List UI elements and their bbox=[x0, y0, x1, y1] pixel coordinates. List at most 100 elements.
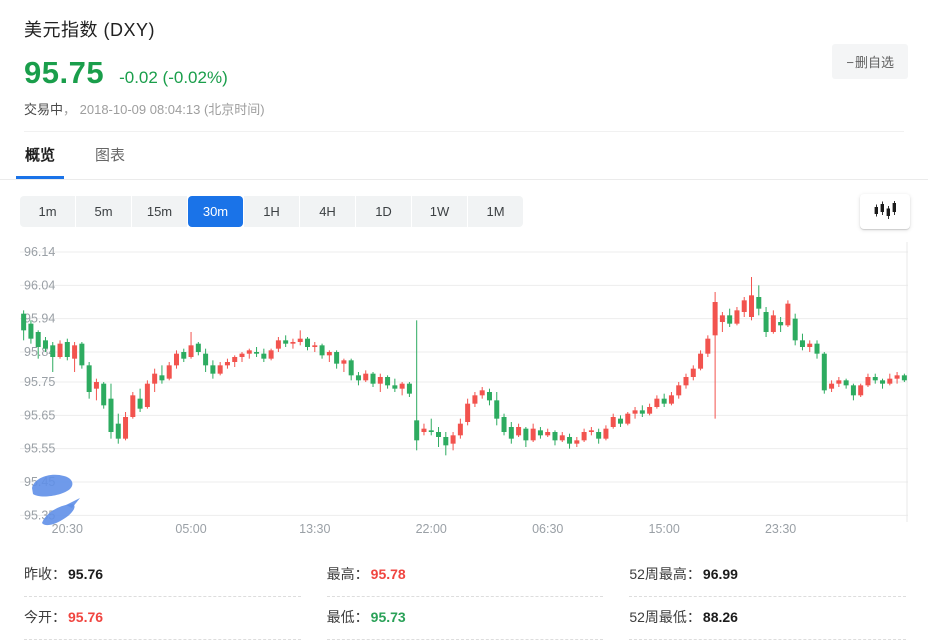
candle-body bbox=[173, 353, 179, 366]
candle-body bbox=[727, 315, 733, 324]
candle-body bbox=[494, 400, 500, 419]
candle-body bbox=[574, 440, 580, 444]
interval-1D[interactable]: 1D bbox=[356, 196, 411, 227]
candle-body bbox=[450, 435, 456, 444]
candle-body bbox=[668, 395, 674, 404]
interval-4H[interactable]: 4H bbox=[300, 196, 355, 227]
candlestick-chart[interactable]: 96.1496.0495.9495.8495.7595.6595.5595.45… bbox=[20, 242, 908, 538]
candle-body bbox=[421, 428, 427, 432]
candle-body bbox=[377, 377, 383, 384]
candle-body bbox=[355, 375, 361, 381]
candle-body bbox=[821, 353, 827, 391]
candle-body bbox=[305, 338, 311, 347]
candle-body bbox=[872, 377, 878, 381]
candle-body bbox=[392, 385, 398, 389]
candle-body bbox=[683, 377, 689, 386]
candle-wick bbox=[95, 378, 97, 401]
candle-body bbox=[690, 368, 696, 377]
candle-body bbox=[275, 340, 281, 349]
candle-wick bbox=[430, 418, 432, 436]
candle-body bbox=[581, 432, 587, 441]
price-row: 95.75 -0.02 (-0.02%) bbox=[24, 55, 904, 91]
candle-body bbox=[254, 352, 260, 354]
x-axis-label: 23:30 bbox=[765, 522, 796, 536]
stat-prev-close: 昨收： 95.76 bbox=[24, 554, 301, 597]
candle-body bbox=[93, 382, 99, 389]
candle-body bbox=[152, 373, 158, 384]
x-axis-label: 15:00 bbox=[649, 522, 680, 536]
candle-body bbox=[501, 417, 507, 432]
candle-wick bbox=[416, 320, 418, 451]
candle-body bbox=[792, 318, 798, 341]
candle-wick bbox=[328, 350, 330, 362]
candle-body bbox=[770, 315, 776, 332]
chart-toolbar: 1m 5m 15m 30m 1H 4H 1D 1W 1M bbox=[20, 194, 910, 229]
blue-scribble-annotation bbox=[42, 504, 75, 526]
interval-1H[interactable]: 1H bbox=[244, 196, 299, 227]
stat-day-low: 最低： 95.73 bbox=[326, 597, 604, 640]
candle-body bbox=[35, 332, 41, 347]
candle-body bbox=[880, 380, 886, 384]
candle-body bbox=[28, 323, 34, 339]
candle-body bbox=[414, 420, 420, 441]
candle-body bbox=[457, 423, 463, 436]
interval-1W[interactable]: 1W bbox=[412, 196, 467, 227]
tab-bar: 概览 图表 bbox=[0, 132, 928, 180]
candle-body bbox=[166, 365, 172, 379]
candle-body bbox=[647, 407, 653, 414]
header-divider bbox=[24, 131, 904, 132]
candle-body bbox=[698, 353, 704, 369]
candlestick-chart-icon bbox=[872, 200, 898, 223]
candle-body bbox=[610, 417, 616, 427]
candle-body bbox=[188, 345, 194, 357]
interval-1m[interactable]: 1m bbox=[20, 196, 75, 227]
candle-body bbox=[829, 383, 835, 389]
candle-body bbox=[115, 423, 121, 439]
minus-icon: − bbox=[846, 55, 854, 70]
candle-body bbox=[42, 340, 48, 349]
remove-watchlist-button[interactable]: −删自选 bbox=[832, 44, 908, 79]
instrument-header: 美元指数 (DXY) −删自选 95.75 -0.02 (-0.02%) 交易中… bbox=[0, 0, 928, 132]
candle-body bbox=[719, 315, 725, 322]
candle-body bbox=[283, 340, 289, 344]
candle-body bbox=[290, 342, 296, 344]
candle-body bbox=[159, 375, 165, 381]
candle-wick bbox=[343, 358, 345, 372]
candle-body bbox=[807, 343, 813, 347]
tab-chart[interactable]: 图表 bbox=[95, 147, 126, 164]
interval-5m[interactable]: 5m bbox=[76, 196, 131, 227]
candle-body bbox=[734, 310, 740, 324]
candle-wick bbox=[299, 330, 301, 346]
candle-body bbox=[319, 345, 325, 356]
x-axis-label: 22:00 bbox=[416, 522, 447, 536]
interval-1M[interactable]: 1M bbox=[468, 196, 523, 227]
candle-body bbox=[850, 385, 856, 396]
interval-15m[interactable]: 15m bbox=[132, 196, 187, 227]
stat-open: 今开： 95.76 bbox=[24, 597, 301, 640]
candle-body bbox=[741, 300, 747, 312]
candle-body bbox=[195, 343, 201, 352]
candle-body bbox=[858, 385, 864, 396]
candle-body bbox=[472, 395, 478, 404]
candle-body bbox=[406, 383, 412, 394]
candle-body bbox=[843, 380, 849, 386]
stat-day-high: 最高： 95.78 bbox=[326, 554, 604, 597]
candle-body bbox=[523, 428, 529, 441]
candle-wick bbox=[882, 378, 884, 389]
candle-body bbox=[516, 427, 522, 436]
chart-type-button[interactable] bbox=[860, 194, 910, 229]
candle-body bbox=[559, 435, 565, 441]
candle-body bbox=[57, 343, 63, 357]
candle-body bbox=[537, 430, 543, 436]
candle-body bbox=[749, 295, 755, 317]
candle-body bbox=[428, 430, 434, 432]
interval-30m[interactable]: 30m bbox=[188, 196, 243, 227]
tab-overview[interactable]: 概览 bbox=[16, 132, 65, 179]
candle-body bbox=[603, 428, 609, 439]
candle-body bbox=[799, 340, 805, 347]
candle-body bbox=[814, 343, 820, 354]
candle-body bbox=[130, 395, 136, 417]
interval-selector: 1m 5m 15m 30m 1H 4H 1D 1W 1M bbox=[20, 196, 523, 227]
candle-body bbox=[64, 342, 70, 357]
candle-body bbox=[334, 352, 340, 364]
